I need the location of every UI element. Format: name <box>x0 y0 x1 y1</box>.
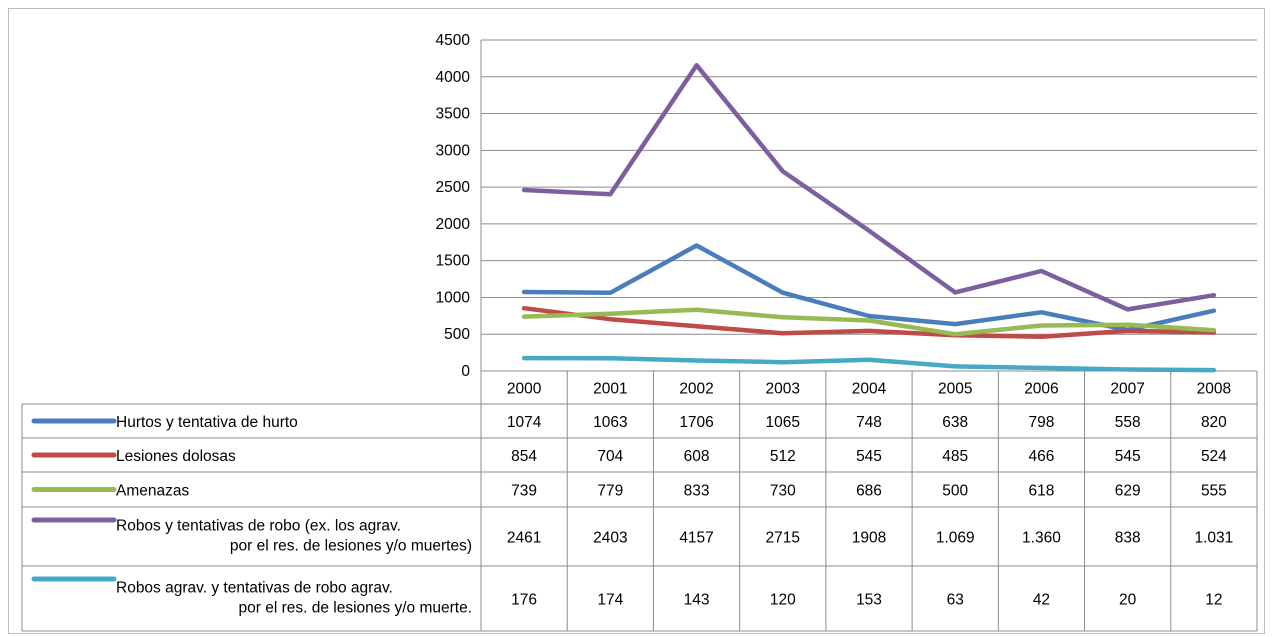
x-category-label: 2002 <box>679 381 713 398</box>
data-cell-value: 2461 <box>507 530 541 547</box>
data-cell-value: 739 <box>511 483 537 500</box>
data-cell-value: 1074 <box>507 414 542 431</box>
series-lines <box>521 62 1217 373</box>
y-tick-label: 2500 <box>436 179 471 196</box>
x-category-label: 2008 <box>1197 381 1231 398</box>
data-cell-value: 120 <box>770 592 796 609</box>
data-cell-value: 12 <box>1205 592 1222 609</box>
series-name: Amenazas <box>116 483 189 500</box>
data-cell-value: 174 <box>597 592 623 609</box>
data-cell-value: 838 <box>1115 530 1141 547</box>
data-cell-value: 20 <box>1119 592 1137 609</box>
y-tick-label: 1000 <box>436 289 471 306</box>
y-tick-label: 3500 <box>436 106 471 123</box>
x-category-label: 2006 <box>1024 381 1058 398</box>
data-cell-value: 2715 <box>766 530 800 547</box>
y-tick-label: 4500 <box>436 32 471 49</box>
data-cell-value: 704 <box>597 448 623 465</box>
y-tick-label: 1500 <box>436 253 471 270</box>
data-cell-value: 558 <box>1115 414 1141 431</box>
x-category-label: 2001 <box>593 381 627 398</box>
data-cell-value: 618 <box>1029 483 1055 500</box>
y-tick-label: 0 <box>461 363 470 380</box>
series-line <box>521 305 1217 339</box>
series-name: Hurtos y tentativa de hurto <box>116 414 298 431</box>
data-cell-value: 1706 <box>679 414 713 431</box>
series-name: por el res. de lesiones y/o muertes) <box>230 538 472 555</box>
series-line <box>521 355 1217 373</box>
chart-frame <box>8 8 1265 634</box>
series-name: Robos agrav. y tentativas de robo agrav. <box>116 580 393 597</box>
data-cell-value: 1063 <box>593 414 627 431</box>
data-cell-value: 629 <box>1115 483 1141 500</box>
x-category-label: 2003 <box>766 381 800 398</box>
data-cell-value: 1.031 <box>1194 530 1233 547</box>
data-cell-value: 176 <box>511 592 537 609</box>
data-cell-value: 555 <box>1201 483 1227 500</box>
data-cell-value: 143 <box>684 592 710 609</box>
data-cell-value: 748 <box>856 414 882 431</box>
y-tick-label: 2000 <box>436 216 471 233</box>
series-line <box>521 62 1217 312</box>
data-cell-value: 63 <box>947 592 964 609</box>
x-category-label: 2004 <box>852 381 887 398</box>
data-cell-value: 500 <box>942 483 968 500</box>
data-cell-value: 42 <box>1033 592 1050 609</box>
data-cell-value: 2403 <box>593 530 627 547</box>
series-line <box>521 307 1217 337</box>
data-cell-value: 1908 <box>852 530 886 547</box>
data-cell-value: 608 <box>684 448 710 465</box>
data-cell-value: 1.360 <box>1022 530 1061 547</box>
data-cell-value: 820 <box>1201 414 1227 431</box>
y-tick-label: 4000 <box>436 69 471 86</box>
data-cell-value: 1065 <box>766 414 800 431</box>
series-name: por el res. de lesiones y/o muerte. <box>239 600 472 617</box>
series-name: Robos y tentativas de robo (ex. los agra… <box>116 518 401 535</box>
y-tick-label: 3000 <box>436 142 471 159</box>
series-line <box>521 243 1217 333</box>
data-cell-value: 686 <box>856 483 882 500</box>
data-cell-value: 854 <box>511 448 537 465</box>
data-cell-value: 545 <box>1115 448 1141 465</box>
data-cell-value: 833 <box>684 483 710 500</box>
data-cell-value: 545 <box>856 448 882 465</box>
data-cell-value: 466 <box>1029 448 1055 465</box>
data-cell-value: 485 <box>942 448 968 465</box>
data-cell-value: 638 <box>942 414 968 431</box>
data-cell-value: 779 <box>597 483 623 500</box>
x-category-label: 2005 <box>938 381 972 398</box>
data-cell-value: 524 <box>1201 448 1227 465</box>
data-table: 2000 2001 2002 2003 2004 2005 2006 2007 2008 Hurt… <box>21 371 1258 632</box>
data-cell-value: 512 <box>770 448 796 465</box>
data-cell-value: 730 <box>770 483 796 500</box>
data-cell-value: 4157 <box>679 530 713 547</box>
x-category-label: 2007 <box>1110 381 1144 398</box>
data-cell-value: 1.069 <box>936 530 975 547</box>
series-name: Lesiones dolosas <box>116 448 236 465</box>
y-tick-label: 500 <box>444 326 470 343</box>
y-axis-tick-labels: 0 500 1000 1500 2000 2500 3000 3500 4000 4500 <box>436 32 471 380</box>
x-category-label: 2000 <box>507 381 542 398</box>
data-cell-value: 798 <box>1029 414 1055 431</box>
data-cell-value: 153 <box>856 592 882 609</box>
